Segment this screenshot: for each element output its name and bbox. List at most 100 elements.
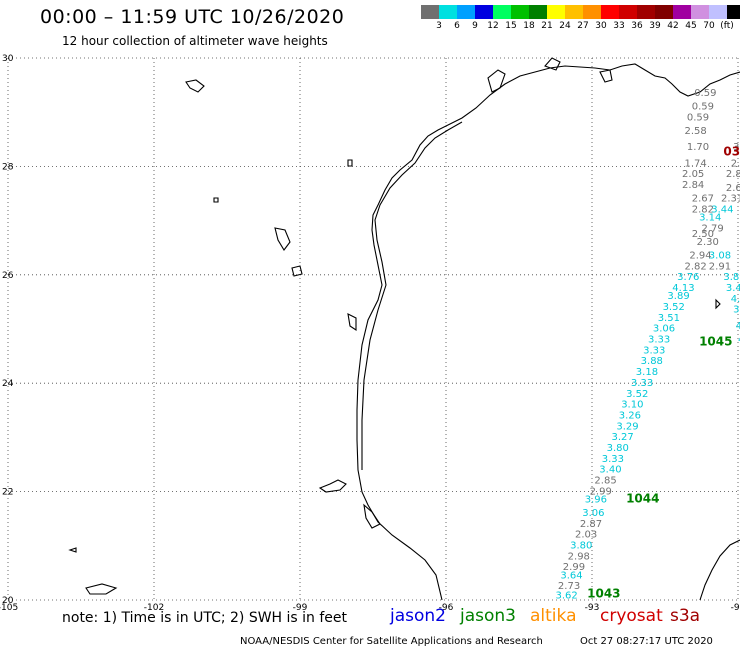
wave-height-value: 2.30 [697,237,719,248]
page-title: 00:00 – 11:59 UTC 10/26/2020 [40,6,345,28]
wave-height-value: 3.26 [619,410,641,421]
coastline-inland-7 [318,479,347,493]
wave-height-value: 2.84 [682,180,704,191]
lon-tick-label: -90 [731,603,740,613]
lon-tick-label: -99 [293,603,308,613]
lat-tick-label: 22 [2,488,13,498]
wave-height-value: 0.59 [694,88,716,99]
color-scale-label: 3 [436,21,442,31]
credit-text: NOAA/NESDIS Center for Satellite Applica… [240,636,543,647]
map-grid [7,57,739,601]
color-swatch [709,5,727,19]
color-scale-labels: 3 6 9 12 15 18 21 24 27 30 33 36 39 42 45 70 (ft) [421,21,739,33]
color-swatch [583,5,601,19]
coastline-inland-10 [213,197,219,203]
wave-height-value: 2.03 [575,530,597,541]
coastline-bay [487,57,613,93]
wave-height-value: 3.80 [607,443,629,454]
wave-height-value: 3.89 [723,272,740,283]
color-scale-label: 12 [487,21,499,31]
lon-tick-label: -105 [0,603,18,613]
legend-jason2: jason2 [390,606,446,626]
coastline-inland-11 [347,159,353,167]
wave-height-value: 2.62 [726,183,740,194]
wave-height-value: 3.62 [556,590,578,601]
color-scale-label: 39 [649,21,661,31]
wave-height-value: 3.48 [733,305,740,316]
wave-height-value: 3.96 [585,494,607,505]
legend-jason3: jason3 [460,606,516,626]
coastline-inland-1 [185,79,205,93]
legend-s3a: s3a [670,606,701,626]
color-scale-label: (ft) [720,21,734,31]
wave-height-value: 4. [738,335,740,346]
color-scale-label: 15 [505,21,517,31]
color-swatch [637,5,655,19]
color-swatch [673,5,691,19]
wave-height-value: 3.52 [663,302,685,313]
coastline-inland-3 [291,265,303,277]
lon-tick-label: -102 [144,603,164,613]
timestamp-text: Oct 27 08:27:17 UTC 2020 [580,636,713,647]
footer-note: note: 1) Time is in UTC; 2) SWH is in fe… [62,610,348,626]
coastline [68,57,740,601]
color-scale-label: 18 [523,21,535,31]
coastline-mainland [356,63,740,601]
track-pass-b: 3 2.72.89 2.622.313.44 3.082.913.893.464.22… [709,142,740,346]
wave-height-value: 2.99 [563,562,585,573]
lat-tick-label: 30 [2,54,14,64]
wave-height-value: 4.13 [672,283,694,294]
color-scale-label: 70 [703,21,715,31]
wave-height-value: 3.33 [648,335,670,346]
color-scale-label: 6 [454,21,460,31]
color-scale-label: 9 [472,21,478,31]
wave-height-value: 3.40 [599,465,621,476]
wave-height-value: 2.82 [684,261,706,272]
color-swatch [475,5,493,19]
wave-height-value: 2.82 [692,204,714,215]
wave-height-value: 3.18 [636,367,658,378]
wave-height-value: 3.29 [616,421,638,432]
wave-height-value: 2.87 [580,519,602,530]
color-swatch [565,5,583,19]
color-swatch [655,5,673,19]
color-swatch [457,5,475,19]
color-scale-label: 33 [613,21,625,31]
color-scale-label: 36 [631,21,643,31]
coastline-yucatan [699,539,740,601]
wave-height-value: 3.08 [709,251,731,262]
jason3-pass-number: 1045 [699,334,732,348]
wave-height-value: 2.73 [558,581,580,592]
cryosat-pass-number: 03 [723,145,740,159]
wave-height-value: 0.59 [692,101,714,112]
track-pass-a: 0.590.590.592.581.701.742.052.842.672.82… [556,88,724,601]
lat-tick-label: 24 [2,379,14,389]
color-swatch [727,5,740,19]
wave-height-value: 2.67 [692,194,714,205]
wave-height-value: 3.80 [570,541,592,552]
color-scale-bar [421,5,740,19]
lon-tick-label: -96 [439,603,454,613]
coastline-inland-5 [85,583,118,595]
track-labels: 1045 1044 1043 03 [587,145,740,601]
color-swatch [691,5,709,19]
color-swatch [547,5,565,19]
wave-height-value: 4.22 [731,294,740,305]
color-scale-label: 42 [667,21,679,31]
wave-height-value: 2.85 [594,475,616,486]
color-swatch [439,5,457,19]
wave-height-value: 2.98 [568,551,590,562]
page-subtitle: 12 hour collection of altimeter wave hei… [62,34,328,48]
color-scale-label: 24 [559,21,571,31]
wave-height-value: 3.06 [582,508,604,519]
wave-height-value: 3 [733,142,739,153]
wave-height-value: 2.89 [726,169,740,180]
axis-ticks: -105 -102 -99 -96 -93 -90 30 28 26 24 22 20 [0,54,740,613]
wave-height-value: 4.0 [736,321,740,332]
wave-height-value: 3.88 [641,356,663,367]
wave-height-value: 3.89 [667,291,689,302]
wave-height-value: 3.52 [626,389,648,400]
legend-altika: altika [530,606,577,626]
wave-height-value: 3.46 [726,283,740,294]
